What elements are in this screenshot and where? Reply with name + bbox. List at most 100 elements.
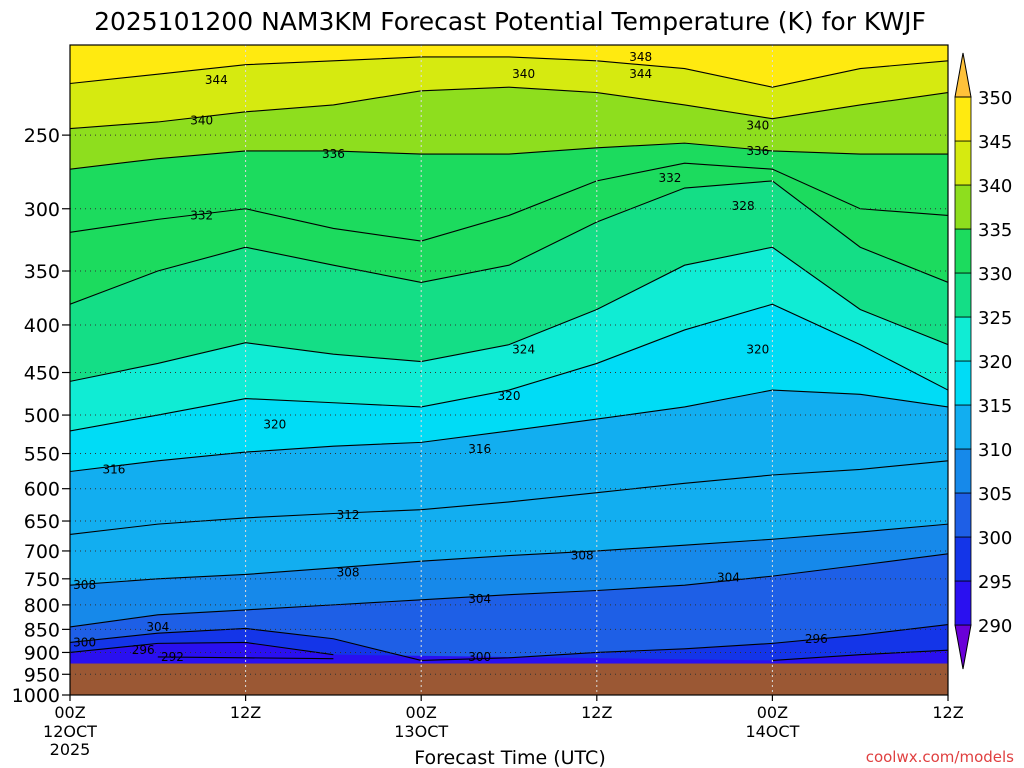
contour-label: 308 xyxy=(571,549,594,563)
colorbar-label: 345 xyxy=(978,132,1012,153)
colorbar-label: 325 xyxy=(978,308,1012,329)
contour-label: 332 xyxy=(659,171,682,185)
contour-320 xyxy=(70,303,948,432)
credit-text: coolwx.com/models xyxy=(866,748,1014,766)
colorbar-band xyxy=(954,228,972,274)
contour-label: 304 xyxy=(468,592,491,606)
x-tick-label: 12Z xyxy=(230,703,261,722)
contour-312 xyxy=(70,460,948,536)
x-tick-date: 13OCT xyxy=(394,722,448,741)
colorbar-label: 335 xyxy=(978,220,1012,241)
y-tick-label: 800 xyxy=(24,595,60,617)
contour-label: 296 xyxy=(805,632,828,646)
contour-340 xyxy=(70,86,948,130)
contour-label: 344 xyxy=(205,73,228,87)
colorbar-label: 300 xyxy=(978,528,1012,549)
ground-layer xyxy=(70,663,948,695)
grid-layer xyxy=(70,45,948,695)
y-tick-label: 950 xyxy=(24,664,60,686)
colorbar-label: 350 xyxy=(978,88,1012,109)
contour-label: 344 xyxy=(629,67,652,81)
contour-label: 324 xyxy=(512,342,535,356)
ground-fill xyxy=(70,663,948,695)
contour-label: 328 xyxy=(732,199,755,213)
x-tick-date: 14OCT xyxy=(745,722,799,741)
plot-frame xyxy=(69,44,949,696)
contour-label: 300 xyxy=(73,635,96,649)
contour-label: 340 xyxy=(512,67,535,81)
y-tick-label: 350 xyxy=(24,261,60,283)
colorbar-label: 340 xyxy=(978,176,1012,197)
contour-label: 332 xyxy=(190,208,213,222)
contour-344 xyxy=(70,56,948,88)
x-tick-year: 2025 xyxy=(50,740,91,759)
x-axis-label: Forecast Time (UTC) xyxy=(414,747,605,768)
y-tick-label: 450 xyxy=(24,363,60,385)
contour-316 xyxy=(70,389,948,473)
contour-label: 292 xyxy=(161,650,184,664)
x-tick-label: 12Z xyxy=(581,703,612,722)
y-tick-label: 400 xyxy=(24,315,60,337)
contour-label: 336 xyxy=(746,144,769,158)
contour-324 xyxy=(70,246,948,382)
fill-layer xyxy=(70,45,948,695)
y-tick-label: 700 xyxy=(24,541,60,563)
colorbar-band xyxy=(954,140,972,186)
y-tick-label: 250 xyxy=(24,125,60,147)
contour-label: 340 xyxy=(746,118,769,132)
contour-296 xyxy=(70,641,948,661)
y-tick-label: 1000 xyxy=(12,685,60,707)
x-tick-label: 00Z xyxy=(54,703,85,722)
colorbar-label: 310 xyxy=(978,440,1012,461)
contour-label: 316 xyxy=(468,442,491,456)
x-tick-label: 00Z xyxy=(406,703,437,722)
contour-label: 304 xyxy=(146,620,169,634)
contour-304 xyxy=(70,553,948,628)
contour-label: 300 xyxy=(468,650,491,664)
colorbar: 290 295 300 305 310 315 320 325 330 335 340 345 350 xyxy=(954,52,1012,670)
colorbar-band xyxy=(954,272,972,318)
colorbar-label: 290 xyxy=(978,616,1012,637)
colorbar-band xyxy=(954,404,972,450)
contour-label: 320 xyxy=(746,342,769,356)
colorbar-band xyxy=(954,316,972,362)
colorbar-band xyxy=(954,580,972,626)
contour-label: 320 xyxy=(498,389,521,403)
colorbar-high-arrow xyxy=(954,52,972,98)
contour-label: 336 xyxy=(322,147,345,161)
colorbar-band xyxy=(954,536,972,582)
contour-label: 308 xyxy=(337,565,360,579)
colorbar-band xyxy=(954,448,972,494)
y-tick-label: 300 xyxy=(24,199,60,221)
colorbar-label: 315 xyxy=(978,396,1012,417)
contour-label: 340 xyxy=(190,113,213,127)
x-tick-date: 12OCT xyxy=(43,722,97,741)
colorbar-label: 330 xyxy=(978,264,1012,285)
colorbar-band xyxy=(954,184,972,230)
colorbar-band xyxy=(954,360,972,406)
y-tick-label: 550 xyxy=(24,444,60,466)
contour-label: 312 xyxy=(337,508,360,522)
y-tick-label: 650 xyxy=(24,511,60,533)
contour-292 xyxy=(157,656,334,660)
contour-label: 320 xyxy=(263,418,286,432)
contour-308 xyxy=(70,523,948,586)
contour-label: 308 xyxy=(73,578,96,592)
y-tick-label: 750 xyxy=(24,569,60,591)
y-axis: 2503003504004505005506006507007508008509… xyxy=(12,125,70,707)
contour-label-layer: 344 340 336 332 340 348 344 340 336 332 328 324 320 3… xyxy=(73,50,828,664)
colorbar-band xyxy=(954,492,972,538)
colorbar-label: 320 xyxy=(978,352,1012,373)
x-tick-label: 12Z xyxy=(932,703,963,722)
y-tick-label: 600 xyxy=(24,479,60,501)
contour-label: 304 xyxy=(717,571,740,585)
contour-layer xyxy=(70,56,948,661)
contour-label: 316 xyxy=(102,462,125,476)
x-tick-label: 00Z xyxy=(757,703,788,722)
y-tick-label: 900 xyxy=(24,642,60,664)
colorbar-label: 305 xyxy=(978,484,1012,505)
y-tick-label: 850 xyxy=(24,619,60,641)
colorbar-low-arrow xyxy=(954,624,972,670)
chart-title: 2025101200 NAM3KM Forecast Potential Tem… xyxy=(94,7,926,36)
